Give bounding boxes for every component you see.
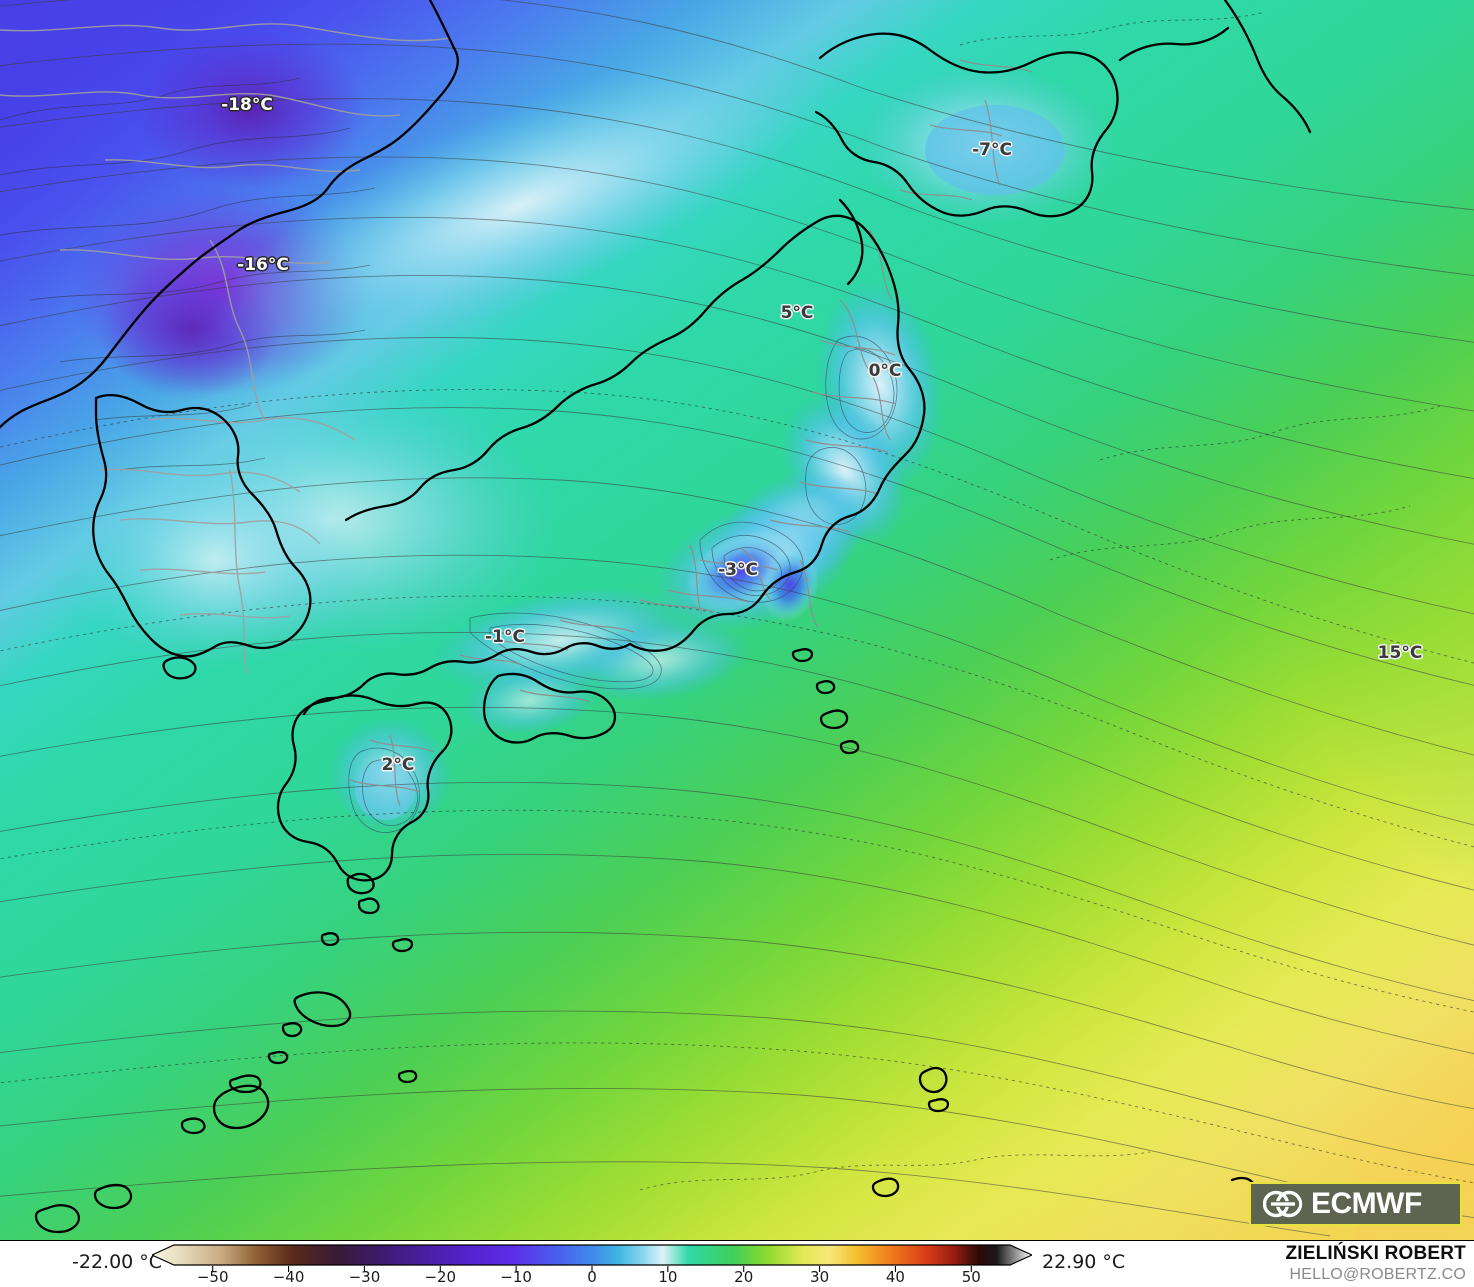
colorbar-max-label: 22.90 °C bbox=[1042, 1251, 1126, 1273]
author-name: ZIELIŃSKI ROBERT bbox=[1285, 1243, 1466, 1264]
colorbar-tick-label: −10 bbox=[500, 1268, 532, 1286]
colorbar-tick-label: 0 bbox=[587, 1268, 597, 1286]
colorbar-footer: -22.00 °C 22.90 °C −50 −40 −30 −20 −10 0 10 20 3… bbox=[0, 1240, 1474, 1287]
colorbar-tick-label: −40 bbox=[272, 1268, 305, 1286]
colorbar-min-label: -22.00 °C bbox=[72, 1251, 163, 1273]
temperature-field bbox=[0, 0, 1474, 1240]
author-email: HELLO@ROBERTZ.CO bbox=[1289, 1266, 1466, 1283]
coastlines-and-borders bbox=[0, 0, 1312, 1234]
colorbar-tick-label: 50 bbox=[961, 1268, 981, 1286]
colorbar-gradient bbox=[150, 1244, 1034, 1266]
contour-lines bbox=[0, 0, 1474, 1237]
colorbar-tick-label: 30 bbox=[810, 1268, 830, 1286]
ecmwf-logo-text: ECMWF bbox=[1311, 1187, 1422, 1220]
colorbar-tick-label: 20 bbox=[734, 1268, 754, 1286]
colorbar[interactable]: −50 −40 −30 −20 −10 0 10 20 30 40 50 bbox=[150, 1244, 1034, 1286]
colorbar-ticks bbox=[212, 1266, 972, 1272]
colorbar-tick-label: 10 bbox=[658, 1268, 678, 1286]
ecmwf-logo-badge: ECMWF bbox=[1249, 1182, 1462, 1226]
colorbar-tick-label: −50 bbox=[196, 1268, 229, 1286]
temperature-map[interactable]: -18°C -16°C -7°C 5°C 0°C -3°C -1°C 2°C 15°C ECMW… bbox=[0, 0, 1474, 1240]
ecmwf-globe-icon bbox=[1263, 1190, 1303, 1218]
colorbar-tick-label: 40 bbox=[885, 1268, 905, 1286]
colorbar-tick-label: −20 bbox=[424, 1268, 457, 1286]
colorbar-tick-label: −30 bbox=[348, 1268, 381, 1286]
